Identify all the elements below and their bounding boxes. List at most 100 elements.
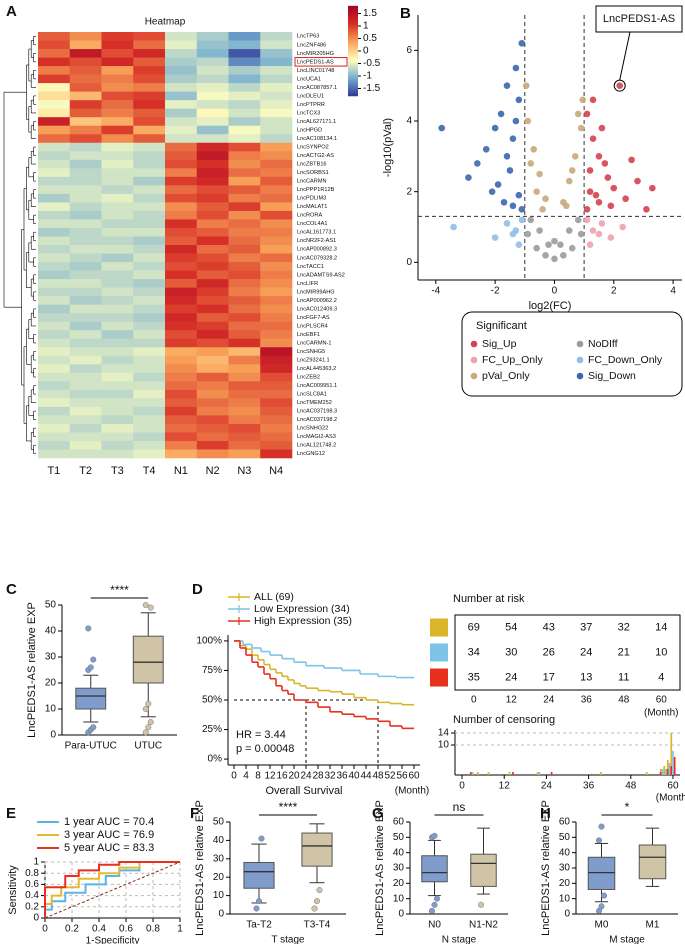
heatmap-cell bbox=[133, 347, 166, 357]
diagonal bbox=[44, 861, 181, 919]
row-label: LncZBTB16 bbox=[297, 162, 327, 168]
heatmap-cell bbox=[101, 270, 134, 280]
heatmap-cell bbox=[101, 227, 134, 237]
annotation: HR = 3.44 bbox=[236, 729, 286, 741]
colorbar-label: 0 bbox=[363, 46, 369, 57]
row-label: LncCOL4A1 bbox=[297, 221, 327, 227]
y-tick-label: 25% bbox=[202, 724, 222, 735]
colorbar-segment bbox=[348, 46, 358, 49]
heatmap-cell bbox=[228, 262, 261, 271]
outlier bbox=[145, 724, 152, 731]
legend-label: 5 year AUC = 83.3 bbox=[64, 842, 154, 854]
heatmap-cell bbox=[165, 108, 198, 118]
heatmap-cell bbox=[260, 313, 293, 322]
legend-swatch bbox=[470, 340, 478, 348]
heatmap-cell bbox=[101, 202, 134, 212]
y-tick-label: 20 bbox=[559, 878, 571, 889]
point bbox=[577, 230, 585, 238]
annotation: p = 0.00048 bbox=[236, 743, 294, 755]
heatmap-cell bbox=[228, 406, 261, 416]
heatmap-cell bbox=[196, 423, 229, 433]
table-cell: 32 bbox=[618, 621, 630, 633]
heatmap-cell bbox=[133, 313, 166, 322]
point bbox=[527, 216, 535, 224]
x-tick-label: 4 bbox=[243, 771, 249, 782]
row-label: LncTCX3 bbox=[297, 110, 320, 116]
heatmap-cell bbox=[260, 32, 293, 41]
heatmap-cell bbox=[101, 304, 134, 314]
point bbox=[589, 96, 597, 104]
heatmap-cell bbox=[196, 210, 229, 220]
heatmap-cell bbox=[228, 125, 261, 135]
row-label: LncMALAT1 bbox=[297, 204, 327, 210]
panel-letter: G bbox=[372, 805, 384, 822]
heatmap-cell bbox=[260, 347, 293, 357]
heatmap-cell bbox=[101, 32, 134, 41]
x-tick-label: 0.2 bbox=[65, 924, 79, 935]
heatmap-cell bbox=[38, 389, 71, 399]
row-label: LncAC037198.2 bbox=[297, 417, 337, 423]
bar bbox=[512, 772, 514, 775]
heatmap-cell bbox=[165, 279, 198, 288]
colorbar-segment bbox=[348, 92, 358, 95]
heatmap-cell bbox=[260, 100, 293, 109]
colorbar-segment bbox=[348, 88, 358, 91]
x-tick-label: 28 bbox=[312, 771, 324, 782]
outlier bbox=[434, 895, 441, 902]
heatmap-cell bbox=[133, 449, 166, 459]
table-cell: 11 bbox=[618, 671, 629, 683]
heatmap-cell bbox=[196, 287, 229, 297]
heatmap-cell bbox=[228, 253, 261, 263]
heatmap-cell bbox=[165, 159, 198, 169]
heatmap-cell bbox=[196, 279, 229, 288]
point bbox=[598, 124, 606, 132]
outlier bbox=[478, 901, 485, 908]
point bbox=[509, 135, 517, 142]
heatmap-cell bbox=[260, 449, 293, 459]
heatmap-cell bbox=[165, 355, 198, 365]
y-tick-label: 30 bbox=[45, 652, 57, 663]
heatmap-cell bbox=[260, 202, 293, 212]
heatmap-cell bbox=[228, 168, 261, 178]
colorbar-segment bbox=[348, 17, 358, 20]
colorbar-segment bbox=[348, 49, 358, 52]
heatmap-cell bbox=[38, 321, 71, 331]
heatmap-cell bbox=[101, 296, 134, 305]
heatmap-cell bbox=[228, 49, 261, 58]
heatmap-cell bbox=[165, 347, 198, 357]
point bbox=[494, 181, 502, 188]
y-axis-title: LncPEDS1-AS relative EXP bbox=[194, 800, 206, 936]
heatmap-cell bbox=[69, 151, 102, 161]
box bbox=[421, 855, 448, 883]
heatmap-cell bbox=[165, 449, 198, 459]
heatmap-cell bbox=[133, 100, 166, 109]
heatmap-cell bbox=[260, 117, 293, 127]
heatmap-cell bbox=[38, 355, 71, 365]
heatmap-cell bbox=[165, 193, 198, 203]
x-tick-label: 0.4 bbox=[92, 924, 106, 935]
outlier bbox=[314, 898, 321, 905]
x-axis-unit: (Month) bbox=[395, 786, 429, 797]
heatmap-cell bbox=[196, 74, 229, 84]
y-tick-label: 0 bbox=[398, 909, 404, 920]
x-tick-label: 44 bbox=[360, 771, 372, 782]
row-label: LncSYNPO2 bbox=[297, 145, 329, 151]
heatmap-cell bbox=[101, 347, 134, 357]
heatmap-cell bbox=[228, 151, 261, 161]
bar bbox=[471, 772, 474, 775]
point bbox=[601, 160, 609, 167]
row-label: LncEBF1 bbox=[297, 332, 320, 338]
point bbox=[542, 251, 549, 259]
heatmap-cell bbox=[69, 287, 102, 297]
colorbar-segment bbox=[348, 82, 358, 85]
column-label: N2 bbox=[206, 465, 220, 477]
heatmap-cell bbox=[38, 227, 71, 237]
heatmap-cell bbox=[133, 372, 166, 382]
row-label: LncZEB2 bbox=[297, 375, 320, 381]
box bbox=[638, 844, 667, 880]
heatmap-cell bbox=[38, 193, 71, 203]
column-label: T1 bbox=[47, 465, 60, 477]
legend-label: 3 year AUC = 76.9 bbox=[64, 829, 154, 841]
row-label: LncMIR99AHG bbox=[297, 289, 335, 295]
heatmap-cell bbox=[38, 381, 71, 391]
